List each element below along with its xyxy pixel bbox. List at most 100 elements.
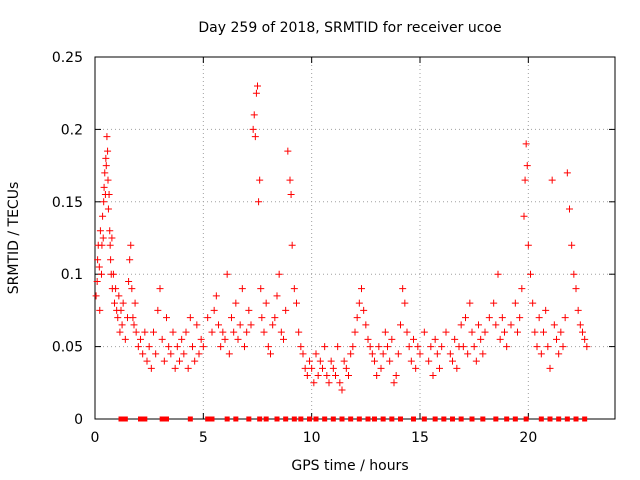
no-data-marker (480, 416, 486, 422)
data-point (403, 328, 411, 336)
data-point (102, 162, 110, 170)
ticks: 0 5 10 15 20 0 0.05 0.1 0.15 0.2 0.25 (52, 50, 615, 446)
data-point (381, 328, 389, 336)
data-point (531, 328, 539, 336)
no-data-marker (142, 416, 148, 422)
data-point (280, 335, 287, 343)
data-point (141, 328, 149, 336)
data-point (277, 328, 285, 336)
data-point (169, 328, 177, 336)
data-point (118, 321, 126, 329)
data-point (269, 321, 277, 329)
data-point (160, 357, 168, 365)
data-point (485, 314, 493, 322)
data-point (212, 292, 220, 300)
data-point (287, 191, 295, 199)
no-data-marker (493, 416, 499, 422)
data-point (529, 299, 537, 307)
data-point (416, 350, 424, 358)
data-point (228, 314, 235, 322)
data-point (243, 328, 251, 336)
data-point (386, 357, 394, 365)
y-tick-label: 0.15 (52, 195, 83, 211)
data-point (299, 350, 307, 358)
no-data-marker (283, 416, 289, 422)
data-point (208, 328, 216, 336)
data-point (234, 335, 242, 343)
data-point (466, 299, 474, 307)
data-point (297, 343, 305, 351)
data-point (217, 343, 225, 351)
data-point (126, 256, 134, 264)
data-point (95, 263, 103, 271)
data-point (195, 350, 203, 358)
data-point (574, 306, 582, 314)
data-point (290, 285, 298, 293)
no-data-marker (118, 416, 124, 422)
no-data-marker (372, 416, 377, 422)
data-point (106, 227, 114, 235)
data-point (145, 343, 153, 351)
data-point (143, 357, 151, 365)
data-point (377, 364, 385, 372)
data-point (182, 328, 190, 336)
data-point (392, 372, 400, 380)
data-point (241, 343, 248, 351)
data-point (527, 270, 534, 278)
chart-title: Day 259 of 2018, SRMTID for receiver uco… (198, 20, 501, 36)
grid (95, 57, 615, 419)
data-point (498, 314, 506, 322)
no-data-marker (291, 416, 297, 422)
no-data-marker (164, 416, 169, 422)
x-tick-label: 5 (199, 430, 208, 446)
data-point (373, 372, 381, 380)
data-point (107, 256, 115, 264)
data-point (308, 364, 316, 372)
no-data-marker (441, 416, 447, 422)
data-point (101, 169, 109, 177)
data-point (555, 350, 563, 358)
data-point (342, 364, 350, 372)
data-point (347, 350, 355, 358)
data-point (100, 183, 108, 191)
no-data-marker (469, 416, 475, 422)
data-point (390, 379, 398, 387)
data-point (180, 350, 188, 358)
data-point (129, 314, 137, 322)
data-point (336, 379, 344, 387)
data-point (405, 343, 413, 351)
data-point (139, 350, 147, 358)
no-data-marker (356, 416, 362, 422)
data-point (364, 335, 372, 343)
data-point (362, 321, 370, 329)
data-point (420, 328, 428, 336)
data-point (303, 372, 311, 380)
data-point (150, 328, 157, 336)
no-data-marker (432, 416, 438, 422)
data-point (293, 299, 300, 307)
data-point (154, 306, 162, 314)
no-data-marker (298, 416, 304, 422)
data-point (358, 285, 365, 293)
data-point (481, 328, 489, 336)
data-point (368, 350, 376, 358)
data-point (131, 299, 139, 307)
data-point (108, 234, 116, 242)
data-point (548, 176, 556, 184)
data-point (477, 335, 485, 343)
data-point (232, 299, 240, 307)
data-point (394, 350, 402, 358)
data-point (186, 314, 194, 322)
data-point (258, 314, 266, 322)
data-point (496, 335, 504, 343)
data-point (100, 198, 108, 206)
y-tick-label: 0 (74, 412, 83, 428)
data-point (286, 176, 294, 184)
data-point (116, 328, 124, 336)
data-point (379, 350, 387, 358)
data-point (442, 328, 450, 336)
x-tick-label: 15 (411, 430, 429, 446)
data-point (511, 299, 519, 307)
data-point (119, 299, 127, 307)
no-data-marker (538, 416, 544, 422)
